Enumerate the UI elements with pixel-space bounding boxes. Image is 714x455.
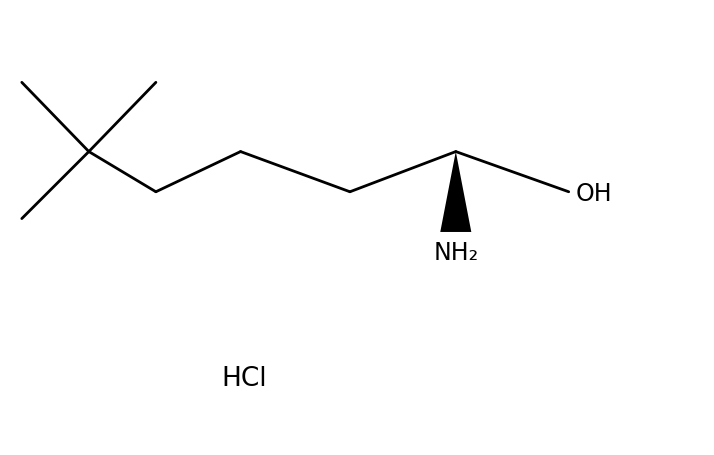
Text: HCl: HCl bbox=[221, 366, 267, 392]
Text: NH₂: NH₂ bbox=[433, 241, 478, 265]
Polygon shape bbox=[441, 152, 471, 232]
Text: OH: OH bbox=[575, 182, 613, 206]
